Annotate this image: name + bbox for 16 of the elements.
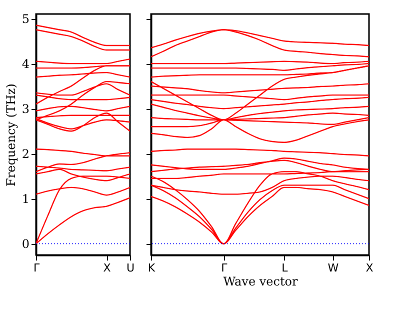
y-tick-label: 3 <box>22 102 30 116</box>
x-tick-label: L <box>282 262 289 274</box>
x-tick-label: Γ <box>33 262 40 274</box>
y-tick-label: 2 <box>22 147 30 162</box>
x-tick-label: X <box>366 262 374 274</box>
y-tick-label: 4 <box>22 57 30 72</box>
y-tick-label: 0 <box>22 237 30 252</box>
x-tick-label: Γ <box>221 262 228 274</box>
x-tick-label: X <box>103 262 112 274</box>
y-tick-label: 1 <box>22 192 30 206</box>
x-tick-label: W <box>328 262 339 274</box>
x-axis-title: Wave vector <box>223 274 298 288</box>
y-tick-label: 5 <box>22 12 30 26</box>
y-axis-title: Frequency (THz) <box>4 84 18 186</box>
x-tick-label: K <box>148 262 156 274</box>
x-tick-label: U <box>126 262 135 274</box>
